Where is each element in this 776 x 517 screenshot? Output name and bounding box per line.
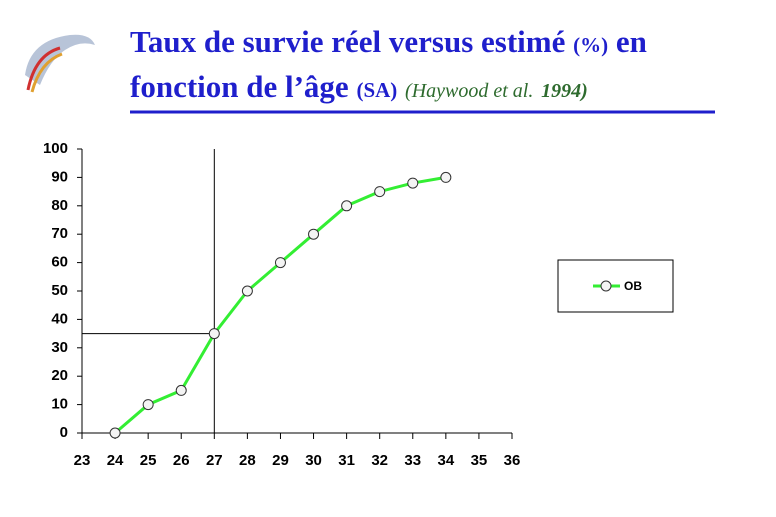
title-text: Taux de survie réel versus estimé (130, 24, 565, 59)
data-point (241, 285, 253, 297)
logo-arc (26, 46, 61, 91)
citation-year: 1994) (541, 80, 588, 102)
y-tick-label: 60 (51, 254, 68, 271)
logo (25, 34, 95, 93)
series-line (114, 175, 447, 435)
title-unit: (%) (573, 33, 608, 57)
data-point (308, 228, 320, 240)
title-line-1: Taux de survie réel versus estimé (%) en (130, 24, 647, 59)
y-tick-label: 50 (51, 282, 68, 299)
y-tick-label: 90 (51, 168, 68, 185)
data-point (374, 186, 386, 198)
data-point (175, 384, 187, 396)
title-text: en (616, 24, 647, 59)
x-tick-label: 31 (338, 452, 355, 469)
x-tick-label: 23 (74, 452, 91, 469)
x-tick-label: 26 (173, 452, 190, 469)
data-point (341, 200, 353, 212)
x-tick-label: 29 (272, 452, 289, 469)
y-tick-label: 0 (60, 424, 68, 441)
data-point (407, 177, 419, 189)
y-tick-label: 30 (51, 339, 68, 356)
y-tick-label: 20 (51, 367, 68, 384)
x-tick-label: 28 (239, 452, 256, 469)
x-tick-label: 24 (107, 452, 124, 469)
data-point (109, 427, 121, 439)
data-point (440, 171, 452, 183)
x-tick-label: 30 (305, 452, 322, 469)
x-tick-label: 32 (371, 452, 388, 469)
logo-shape (25, 34, 95, 85)
y-tick-label: 80 (51, 197, 68, 214)
citation: (Haywood et al. (405, 80, 533, 102)
legend-marker (600, 280, 612, 292)
x-tick-label: 33 (404, 452, 421, 469)
title-text: fonction de l’âge (130, 69, 349, 104)
title-unit: (SA) (356, 78, 397, 102)
y-tick-label: 40 (51, 310, 68, 327)
data-point (142, 399, 154, 411)
data-point (274, 257, 286, 269)
x-tick-label: 36 (504, 452, 521, 469)
y-tick-label: 70 (51, 225, 68, 242)
x-tick-label: 34 (438, 452, 455, 469)
y-tick-label: 100 (43, 140, 68, 157)
legend-label: OB (624, 279, 642, 293)
x-tick-label: 27 (206, 452, 223, 469)
x-tick-label: 25 (140, 452, 157, 469)
title-line-2: fonction de l’âge (SA) (Haywood et al. 1… (130, 69, 588, 104)
y-tick-label: 10 (51, 396, 68, 413)
data-point (208, 328, 220, 340)
x-tick-label: 35 (471, 452, 488, 469)
logo-arc (30, 52, 63, 93)
